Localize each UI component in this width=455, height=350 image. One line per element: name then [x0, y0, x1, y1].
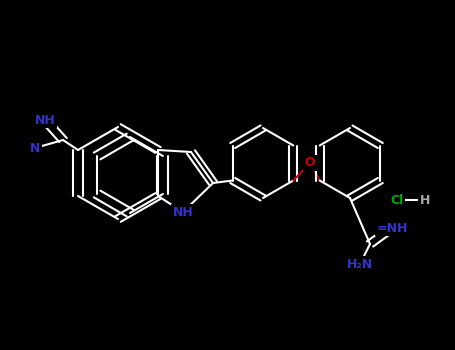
- Text: H₂N: H₂N: [347, 258, 373, 271]
- Text: Cl: Cl: [390, 194, 404, 206]
- Text: =NH: =NH: [376, 222, 408, 235]
- Text: NH: NH: [172, 205, 193, 218]
- Text: H: H: [420, 194, 430, 206]
- Text: NH: NH: [35, 113, 56, 126]
- Text: N: N: [30, 141, 40, 154]
- Text: O: O: [305, 156, 315, 169]
